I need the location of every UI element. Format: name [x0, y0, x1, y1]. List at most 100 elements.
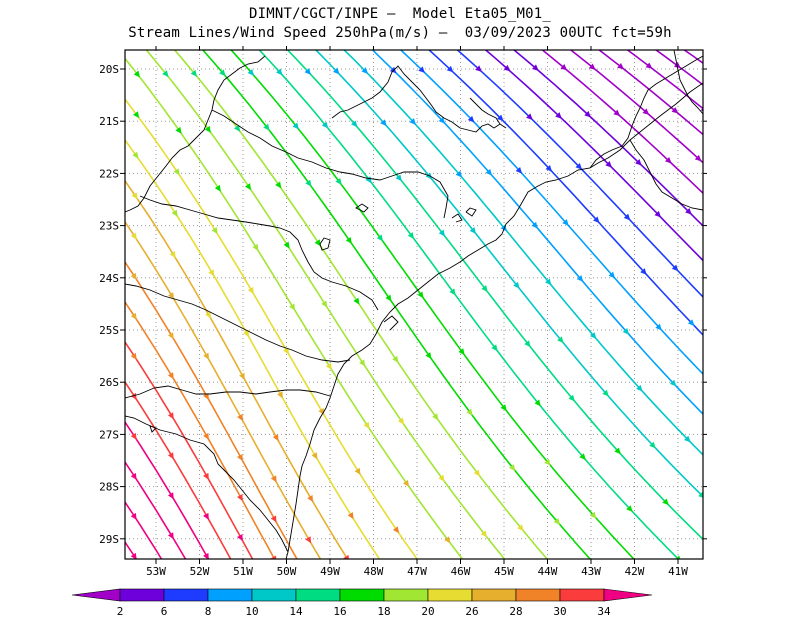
- lat-label: 28S: [99, 481, 119, 494]
- streamline-arrow: [190, 69, 198, 77]
- streamline-arrow: [203, 512, 209, 520]
- streamline-arrow: [517, 524, 524, 532]
- streamline-arrow: [130, 312, 137, 320]
- streamline-arrow: [263, 123, 270, 131]
- streamline-arrow: [392, 355, 399, 363]
- streamline-arrow: [532, 64, 539, 71]
- streamline-arrow: [509, 464, 516, 472]
- streamline-arrow: [480, 530, 488, 538]
- streamline-arrow: [687, 319, 695, 327]
- streamline-arrow: [665, 156, 672, 164]
- streamline-arrow: [275, 181, 282, 189]
- streamline-arrow: [703, 261, 710, 268]
- lon-label: 46W: [451, 565, 471, 578]
- streamline-arrow: [636, 384, 643, 392]
- streamline-arrow: [694, 154, 702, 162]
- streamline-arrow: [469, 227, 476, 234]
- streamline-arrow: [575, 163, 583, 170]
- streamline-arrow: [237, 534, 243, 542]
- streamline-arrow: [277, 391, 283, 399]
- streamline-arrow: [167, 412, 174, 420]
- streamline-arrow: [654, 210, 662, 218]
- streamline-arrow: [649, 441, 656, 449]
- streamline: [286, 50, 703, 541]
- streamline-arrow: [675, 555, 681, 559]
- streamline-arrow: [205, 311, 211, 319]
- streamline-arrow: [409, 118, 416, 125]
- streamline-arrow: [588, 63, 596, 70]
- colorbar-label: 34: [597, 605, 611, 618]
- streamline-arrow: [685, 208, 692, 215]
- streamline-arrow: [283, 347, 289, 355]
- streamline-arrow: [438, 474, 445, 482]
- streamline: [125, 340, 254, 559]
- lon-label: 53W: [146, 565, 166, 578]
- longitude-axis: 53W 52W 51W 50W 49W 48W 47W 46W 45W 44W 43W 42W 41W: [146, 565, 688, 578]
- colorbar-swatch: [295, 588, 341, 602]
- lon-label: 44W: [538, 565, 558, 578]
- streamline-arrow: [485, 168, 493, 176]
- streamline-arrow: [526, 113, 533, 120]
- streamline-arrow: [395, 174, 402, 182]
- streamline-arrow: [671, 264, 679, 272]
- streamline-arrow: [130, 552, 137, 559]
- streamline-arrow: [247, 287, 254, 295]
- streamline-arrow: [392, 526, 399, 534]
- streamline-arrow: [671, 107, 679, 114]
- streamline-arrow: [544, 458, 551, 466]
- streamline-arrow: [467, 115, 475, 123]
- streamline-arrow: [684, 435, 691, 443]
- coastline: [125, 50, 703, 559]
- streamline-arrow: [418, 66, 425, 73]
- streamline-arrow: [635, 159, 642, 166]
- streamline-arrow: [481, 285, 488, 292]
- streamline-arrow: [270, 555, 277, 559]
- streamline-arrow: [655, 323, 662, 331]
- streamline-arrow: [626, 505, 633, 512]
- streamline-arrow: [130, 432, 137, 440]
- streamline-arrow: [524, 340, 531, 348]
- streamline-arrow: [325, 363, 332, 371]
- streamline-arrow: [605, 161, 612, 168]
- colorbar-swatch: [339, 588, 385, 602]
- streamline-arrow: [311, 452, 318, 460]
- streamline-arrow: [662, 498, 669, 506]
- streamline: [399, 50, 703, 376]
- streamlines: [125, 50, 710, 559]
- colorbar-label: 20: [421, 605, 434, 618]
- colorbar-label: 10: [245, 605, 258, 618]
- lon-label: 45W: [494, 565, 514, 578]
- streamline: [371, 50, 703, 416]
- streamline-arrow: [131, 192, 138, 200]
- colorbar-swatch: [383, 588, 429, 602]
- streamline: [125, 260, 298, 559]
- streamline: [569, 50, 703, 164]
- streamline-arrow: [640, 268, 647, 275]
- streamline-arrow: [589, 511, 597, 519]
- streamline-arrow: [321, 300, 328, 308]
- streamline-arrow: [133, 70, 140, 78]
- streamline-arrow: [553, 518, 561, 525]
- axis-ticks: [120, 46, 707, 564]
- lon-label: 48W: [364, 565, 384, 578]
- streamline-arrow: [304, 68, 312, 75]
- streamline: [125, 460, 187, 559]
- colorbar-swatch: [207, 588, 253, 602]
- streamline-arrow: [407, 232, 414, 239]
- streamline-arrow: [270, 515, 277, 523]
- lon-label: 49W: [320, 565, 340, 578]
- streamline-arrow: [314, 239, 321, 247]
- streamline: [125, 138, 381, 559]
- streamline-arrow: [385, 294, 392, 302]
- streamline-arrow: [162, 70, 169, 78]
- streamline: [456, 50, 703, 299]
- streamline-arrow: [252, 243, 259, 251]
- colorbar-swatch: [163, 588, 209, 602]
- lat-label: 26S: [99, 376, 119, 389]
- colorbar-swatch: [515, 588, 561, 602]
- lat-label: 22S: [99, 167, 119, 180]
- streamline-arrow: [589, 332, 597, 339]
- lat-label: 21S: [99, 115, 119, 128]
- colorbar-label: 28: [509, 605, 522, 618]
- streamline-arrow: [289, 303, 295, 311]
